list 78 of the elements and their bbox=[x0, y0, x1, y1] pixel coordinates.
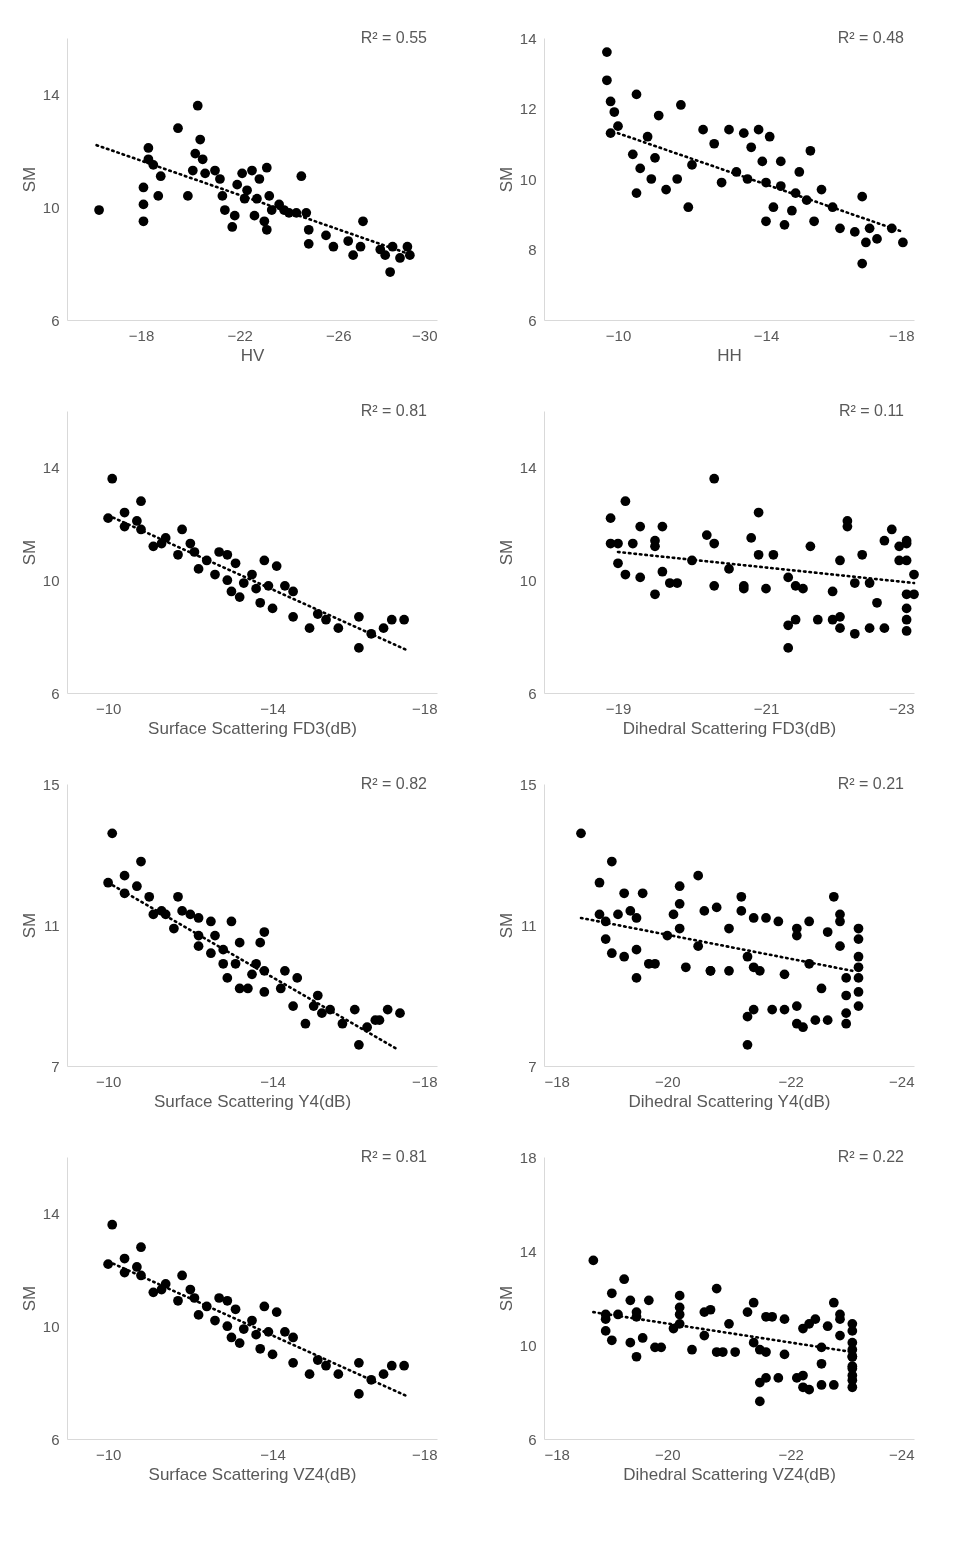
annotation: R² = 0.21 bbox=[837, 775, 905, 792]
y-tick-label: 10 bbox=[519, 170, 537, 188]
x-tick-label: −10 bbox=[605, 326, 632, 344]
y-axis-title: SM bbox=[496, 166, 516, 193]
x-tick-label: −19 bbox=[605, 699, 632, 717]
annotation: R² = 0.81 bbox=[360, 402, 428, 419]
y-tick-label: 8 bbox=[528, 241, 537, 258]
x-tick-label: −18 bbox=[412, 1072, 438, 1090]
y-tick-label: 11 bbox=[43, 916, 60, 934]
y-tick-label: 10 bbox=[519, 1336, 537, 1354]
x-tick-label: −14 bbox=[260, 699, 286, 717]
x-tick-label: −24 bbox=[889, 1072, 915, 1090]
x-tick-label: −22 bbox=[227, 326, 253, 344]
y-tick-label: 6 bbox=[51, 1430, 60, 1448]
y-tick-label: 10 bbox=[42, 1317, 60, 1335]
x-axis-title: Surface Scattering VZ4(dB) bbox=[148, 1464, 357, 1484]
x-axis-title: Dihedral Scattering FD3(dB) bbox=[622, 718, 837, 738]
x-tick-label: −18 bbox=[412, 1445, 438, 1463]
y-axis-title: SM bbox=[19, 539, 39, 566]
annotation: R² = 0.82 bbox=[360, 775, 428, 792]
y-tick-label: 14 bbox=[42, 458, 60, 476]
x-tick-label: −10 bbox=[95, 699, 122, 717]
x-tick-label: −18 bbox=[412, 699, 438, 717]
x-tick-label: −30 bbox=[412, 326, 438, 344]
y-axis-title: SM bbox=[496, 912, 516, 939]
x-tick-label: −22 bbox=[778, 1445, 804, 1463]
y-axis-title: SM bbox=[496, 539, 516, 566]
y-tick-label: 14 bbox=[519, 458, 537, 476]
y-tick-label: 6 bbox=[51, 311, 60, 329]
annotation: R² = 0.11 bbox=[838, 402, 905, 419]
y-tick-label: 11 bbox=[520, 916, 537, 934]
x-axis-title: HH bbox=[717, 345, 742, 365]
x-tick-label: −10 bbox=[95, 1445, 122, 1463]
y-tick-label: 15 bbox=[519, 775, 537, 793]
x-tick-label: −24 bbox=[889, 1445, 915, 1463]
annotation: R² = 0.81 bbox=[360, 1148, 428, 1165]
y-tick-label: 6 bbox=[528, 1430, 537, 1448]
y-tick-label: 6 bbox=[528, 311, 537, 329]
y-tick-label: 7 bbox=[51, 1057, 60, 1075]
annotation: R² = 0.22 bbox=[837, 1148, 905, 1165]
y-axis-title: SM bbox=[19, 166, 39, 193]
x-tick-label: −18 bbox=[544, 1072, 570, 1090]
x-tick-label: −20 bbox=[655, 1072, 681, 1090]
x-tick-label: −10 bbox=[95, 1072, 122, 1090]
x-tick-label: −20 bbox=[655, 1445, 681, 1463]
y-tick-label: 14 bbox=[42, 85, 60, 103]
x-axis-title: Surface Scattering Y4(dB) bbox=[153, 1091, 352, 1111]
x-axis-title: Dihedral Scattering VZ4(dB) bbox=[623, 1464, 836, 1484]
annotation: R² = 0.55 bbox=[360, 29, 428, 46]
y-axis-title: SM bbox=[19, 912, 39, 939]
x-tick-label: −26 bbox=[326, 326, 352, 344]
annotation: R² = 0.48 bbox=[837, 29, 905, 46]
x-tick-label: −14 bbox=[753, 326, 780, 344]
x-axis-title: HV bbox=[240, 345, 265, 365]
x-tick-label: −21 bbox=[753, 699, 780, 717]
x-axis-title: Dihedral Scattering Y4(dB) bbox=[628, 1091, 831, 1111]
y-axis-title: SM bbox=[496, 1285, 516, 1312]
y-axis-title: SM bbox=[19, 1285, 39, 1312]
y-tick-label: 18 bbox=[519, 1148, 537, 1166]
y-tick-label: 10 bbox=[42, 571, 60, 589]
x-tick-label: −22 bbox=[778, 1072, 804, 1090]
y-tick-label: 12 bbox=[519, 100, 537, 117]
x-tick-label: −18 bbox=[889, 326, 915, 344]
x-tick-label: −18 bbox=[128, 326, 155, 344]
x-axis-title: Surface Scattering FD3(dB) bbox=[148, 718, 357, 738]
y-tick-label: 10 bbox=[519, 571, 537, 589]
x-tick-label: −18 bbox=[544, 1445, 570, 1463]
y-tick-label: 10 bbox=[42, 198, 60, 216]
y-tick-label: 6 bbox=[528, 684, 537, 702]
x-tick-label: −23 bbox=[889, 699, 915, 717]
y-tick-label: 7 bbox=[528, 1057, 537, 1075]
y-tick-label: 6 bbox=[51, 684, 60, 702]
x-tick-label: −14 bbox=[260, 1445, 286, 1463]
y-tick-label: 15 bbox=[42, 775, 60, 793]
x-tick-label: −14 bbox=[260, 1072, 286, 1090]
y-tick-label: 14 bbox=[519, 29, 537, 47]
y-tick-label: 14 bbox=[42, 1204, 60, 1222]
y-tick-label: 14 bbox=[519, 1242, 537, 1260]
